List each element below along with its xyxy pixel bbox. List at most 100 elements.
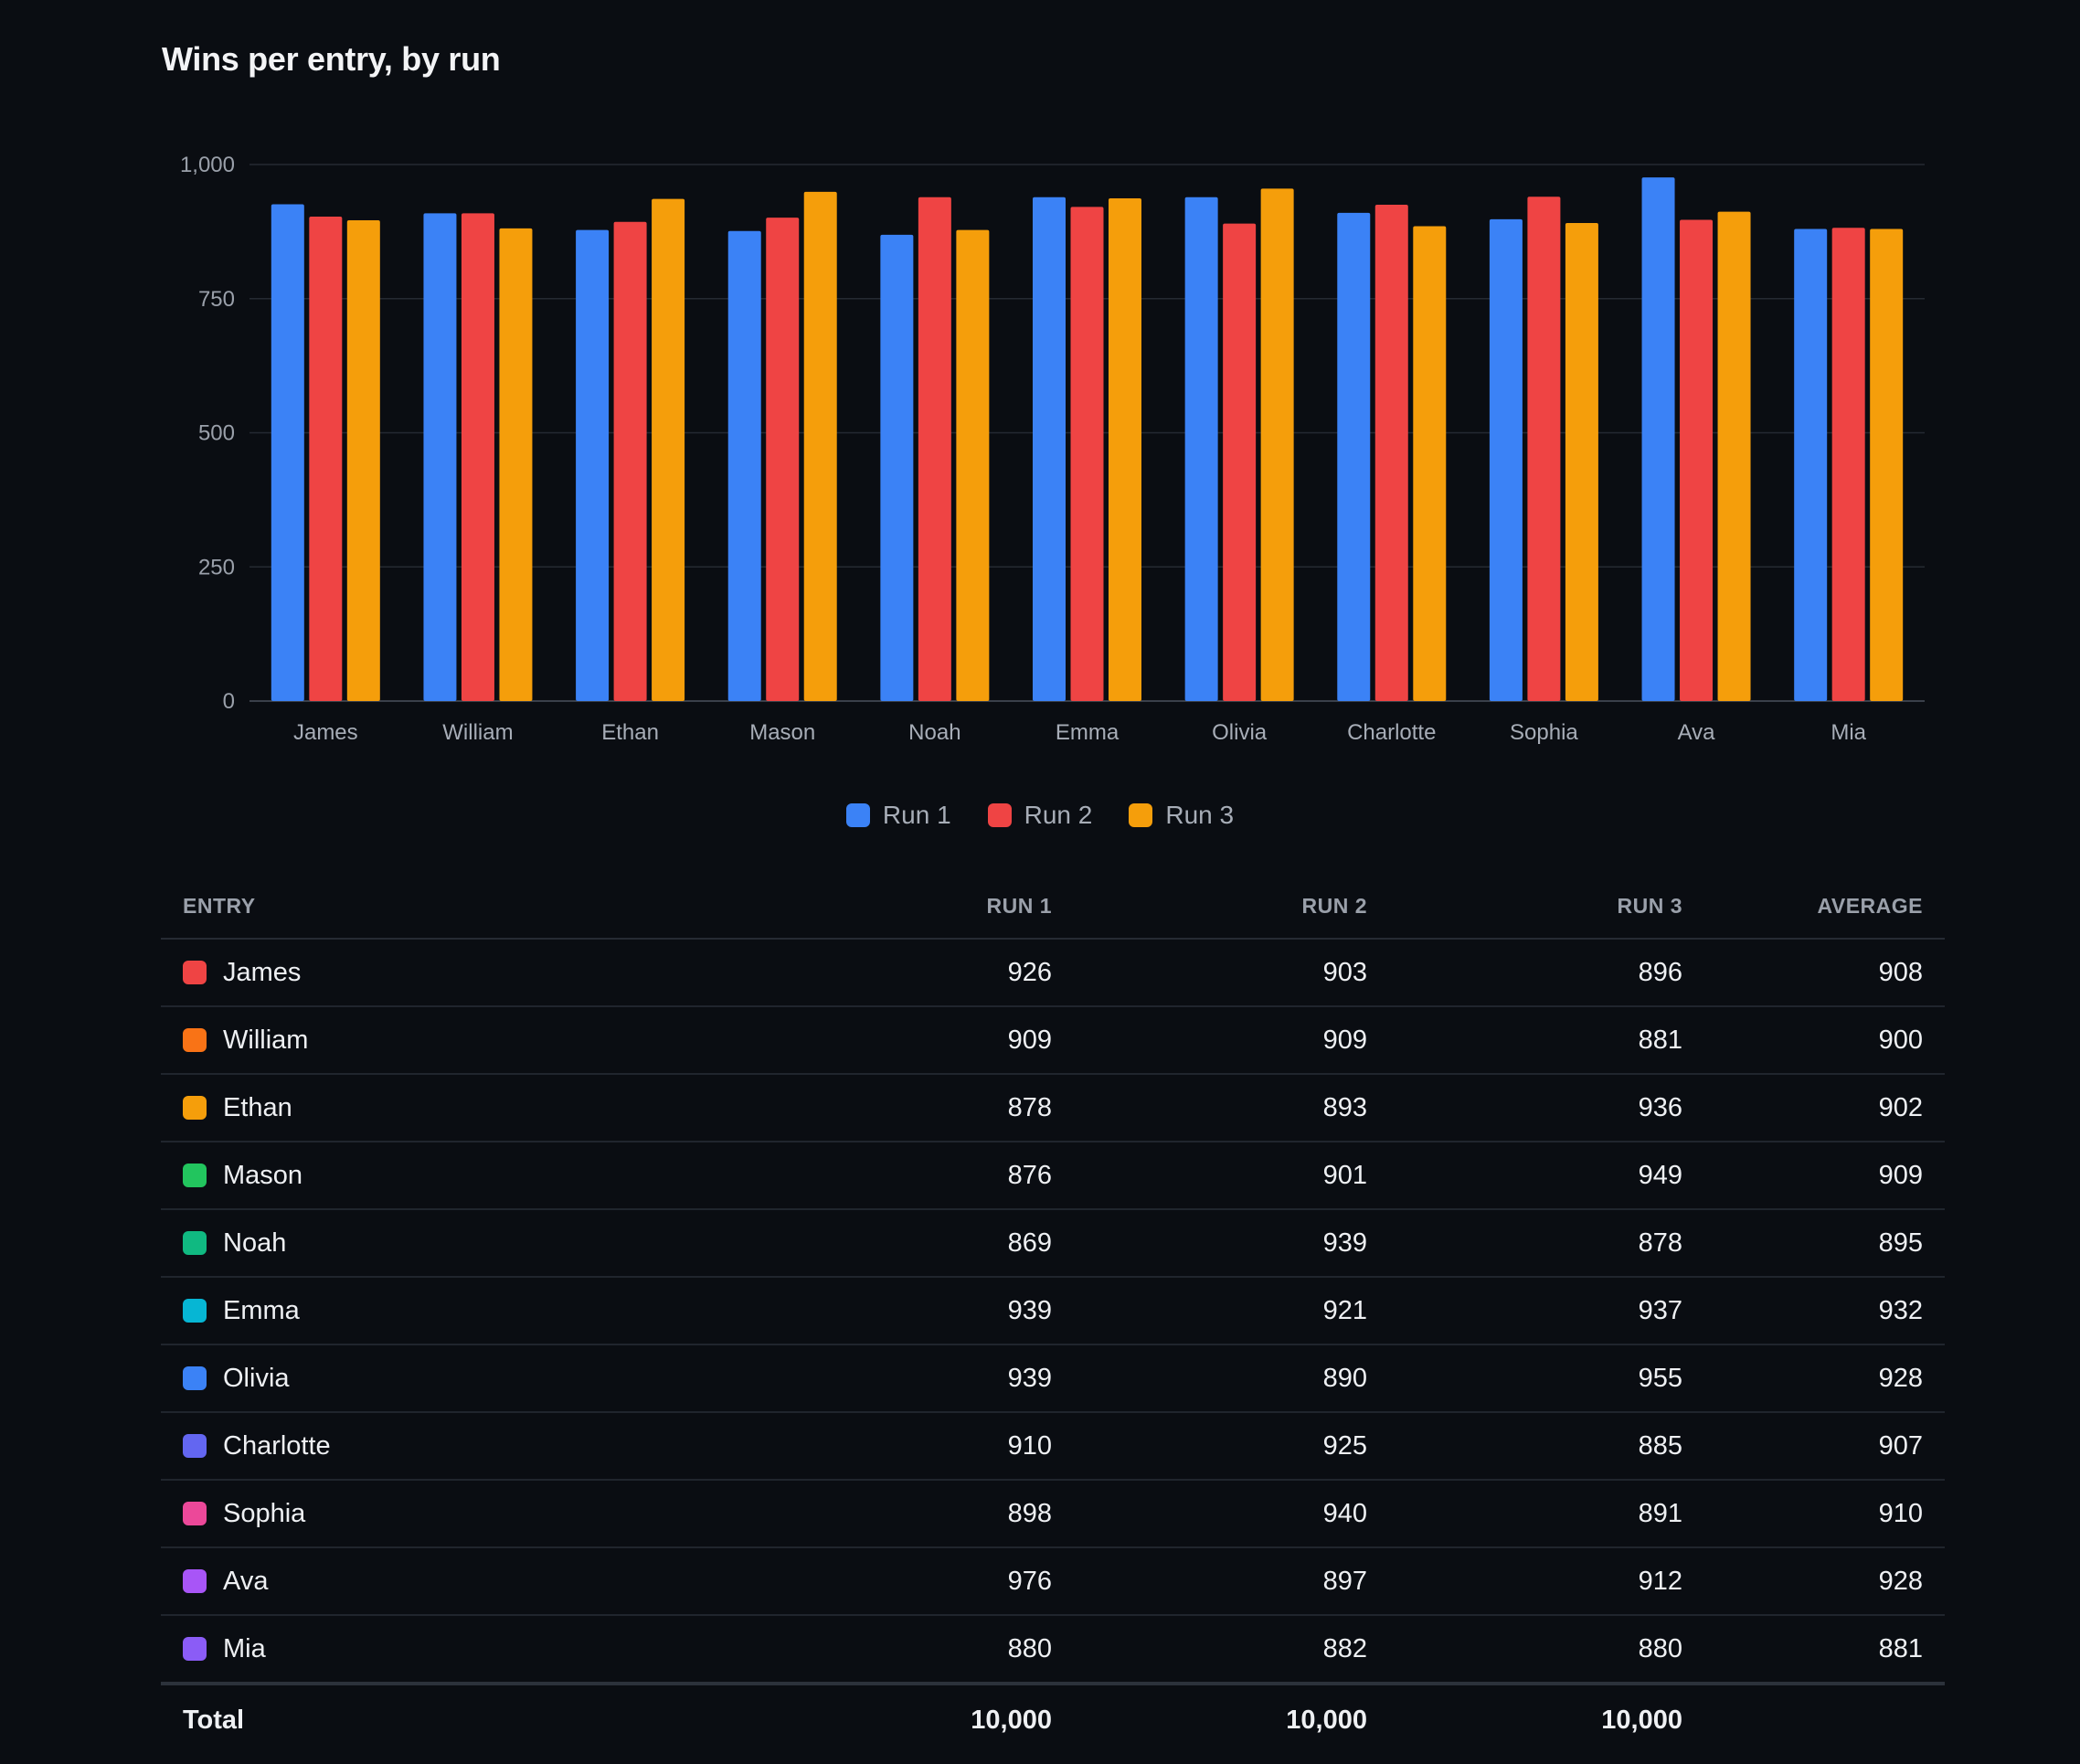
legend-label: Run 2	[1024, 801, 1093, 829]
cell-run2: 939	[1074, 1209, 1389, 1278]
entry-cell: Mason	[161, 1142, 759, 1210]
entry-color-swatch	[183, 1502, 207, 1525]
bar	[1680, 219, 1714, 701]
total-run1: 10,000	[759, 1682, 1074, 1755]
bar	[271, 204, 304, 702]
entry-cell: William	[161, 1006, 759, 1075]
bar	[727, 230, 761, 702]
cell-run1: 909	[759, 1006, 1074, 1075]
entry-name: James	[223, 957, 302, 987]
cell-run1: 876	[759, 1142, 1074, 1210]
bar	[346, 220, 380, 702]
bar	[803, 191, 837, 701]
bar	[1109, 197, 1141, 701]
x-tick-label: Ethan	[601, 720, 659, 745]
cell-run1: 869	[759, 1209, 1074, 1278]
table-row: Ethan 878 893 936 902	[161, 1074, 1945, 1142]
bar	[1831, 228, 1865, 702]
total-label: Total	[161, 1682, 759, 1755]
entry-color-swatch	[183, 1299, 207, 1323]
entry-cell: James	[161, 939, 759, 1007]
bar-chart: 0 250 500 750 1,000 James William Ethan Mason Noa…	[180, 153, 1925, 745]
total-run2: 10,000	[1074, 1682, 1389, 1755]
y-tick-label: 1,000	[180, 153, 235, 177]
chart-title: Wins per entry, by run	[162, 40, 501, 78]
chart-legend: Run 1 Run 2 Run 3	[0, 801, 2080, 830]
bar	[1260, 188, 1294, 702]
bar	[1489, 218, 1523, 701]
entry-name: Emma	[223, 1295, 300, 1325]
cell-run1: 880	[759, 1615, 1074, 1684]
x-tick-label: Charlotte	[1347, 720, 1436, 745]
entry-color-swatch	[183, 1637, 207, 1661]
data-table: ENTRY RUN 1 RUN 2 RUN 3 AVERAGE James 926…	[161, 874, 1945, 1755]
entry-name: Mason	[223, 1160, 303, 1190]
total-run3: 10,000	[1389, 1682, 1704, 1755]
legend-label: Run 3	[1165, 801, 1235, 829]
header-entry: ENTRY	[161, 874, 759, 940]
bar	[613, 221, 647, 701]
cell-run2: 882	[1074, 1615, 1389, 1684]
x-tick-label: Sophia	[1510, 720, 1578, 745]
cell-run2: 940	[1074, 1480, 1389, 1548]
y-tick-label: 250	[198, 555, 235, 579]
bar	[499, 228, 533, 701]
entry-name: William	[223, 1025, 309, 1055]
entry-color-swatch	[183, 1028, 207, 1052]
bar	[918, 197, 951, 701]
cell-run2: 925	[1074, 1412, 1389, 1481]
cell-average: 928	[1704, 1547, 1945, 1616]
cell-run3: 949	[1389, 1142, 1704, 1210]
bar	[576, 229, 610, 701]
x-tick-label: Noah	[908, 720, 960, 745]
cell-run2: 909	[1074, 1006, 1389, 1075]
cell-run3: 955	[1389, 1344, 1704, 1413]
cell-run3: 891	[1389, 1480, 1704, 1548]
entry-name: Olivia	[223, 1363, 290, 1393]
header-average: AVERAGE	[1704, 874, 1945, 940]
cell-run2: 903	[1074, 939, 1389, 1007]
table-row: Noah 869 939 878 895	[161, 1209, 1945, 1278]
total-average	[1704, 1682, 1945, 1755]
cell-average: 928	[1704, 1344, 1945, 1413]
cell-run2: 897	[1074, 1547, 1389, 1616]
legend-item: Run 1	[845, 801, 951, 830]
cell-run2: 921	[1074, 1277, 1389, 1345]
bar	[880, 234, 914, 701]
y-tick-label: 0	[223, 689, 235, 714]
cell-average: 932	[1704, 1277, 1945, 1345]
legend-swatch	[987, 803, 1012, 827]
bar	[1413, 226, 1447, 701]
entry-color-swatch	[183, 1434, 207, 1458]
cell-run1: 910	[759, 1412, 1074, 1481]
cell-run1: 976	[759, 1547, 1074, 1616]
bar	[1337, 212, 1371, 701]
table-row: Ava 976 897 912 928	[161, 1547, 1945, 1616]
cell-run2: 890	[1074, 1344, 1389, 1413]
cell-run1: 898	[759, 1480, 1074, 1548]
entry-cell: Noah	[161, 1209, 759, 1278]
entry-cell: Ethan	[161, 1074, 759, 1142]
entry-cell: Sophia	[161, 1480, 759, 1548]
table-row: Sophia 898 940 891 910	[161, 1480, 1945, 1548]
cell-run1: 926	[759, 939, 1074, 1007]
cell-average: 881	[1704, 1615, 1945, 1684]
cell-average: 902	[1704, 1074, 1945, 1142]
bar	[1374, 205, 1408, 701]
cell-average: 907	[1704, 1412, 1945, 1481]
bar	[1527, 197, 1561, 702]
table-row: James 926 903 896 908	[161, 939, 1945, 1007]
bar	[309, 216, 343, 702]
bar	[423, 213, 457, 702]
entry-name: Mia	[223, 1633, 266, 1663]
y-tick-label: 750	[198, 287, 235, 312]
bar	[1641, 177, 1675, 701]
cell-run3: 885	[1389, 1412, 1704, 1481]
cell-run2: 901	[1074, 1142, 1389, 1210]
bar	[1717, 211, 1751, 701]
cell-run3: 878	[1389, 1209, 1704, 1278]
bar	[1033, 197, 1066, 701]
entry-color-swatch	[183, 1096, 207, 1120]
bar	[956, 229, 990, 701]
bar	[1223, 223, 1257, 701]
